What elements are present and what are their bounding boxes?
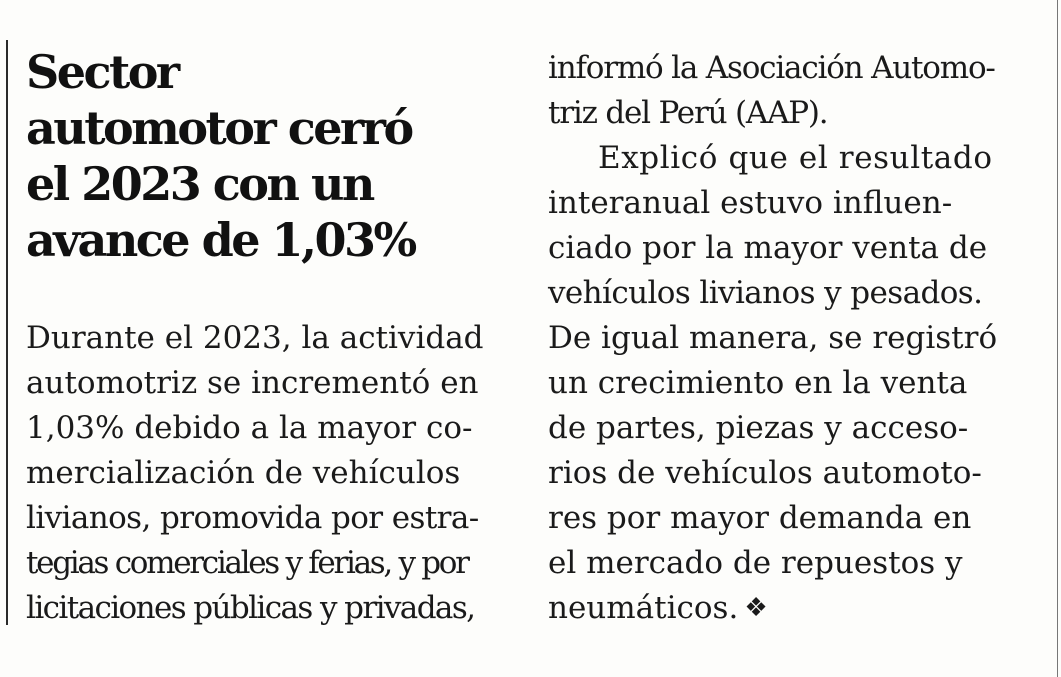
body-line: res por mayor demanda en	[548, 500, 972, 536]
headline-line: automotor cerró	[26, 101, 414, 155]
body-line: Durante el 2023, la actividad	[26, 320, 484, 356]
end-mark-icon: ❖	[744, 593, 768, 623]
column-rule	[6, 40, 8, 625]
headline-line: avance de 1,03%	[26, 213, 417, 267]
article-headline: Sector automotor cerró el 2023 con un av…	[26, 44, 516, 268]
body-line: interanual estuvo influen-	[548, 185, 953, 221]
paragraph-first-line: Explicó que el resultado	[598, 140, 993, 176]
body-line: de partes, piezas y acceso-	[548, 410, 969, 446]
body-line: licitaciones públicas y privadas,	[26, 590, 476, 626]
body-line: livianos, promovida por estra-	[26, 500, 479, 536]
body-line: rios de vehículos automoto-	[548, 455, 982, 491]
body-line: informó la Asociación Automo-	[548, 50, 996, 86]
body-line: automotriz se incrementó en	[26, 365, 479, 401]
body-line-text: neumáticos.	[548, 590, 739, 626]
body-line: mercialización de vehículos	[26, 455, 461, 491]
headline-line: el 2023 con un	[26, 157, 375, 211]
body-line: tegias comerciales y ferias, y por	[26, 545, 470, 581]
body-line: De igual manera, se registró	[548, 320, 998, 356]
body-line: vehículos livianos y pesados.	[548, 275, 983, 311]
body-column-right-continuation: informó la Asociación Automo- triz del P…	[548, 46, 1048, 136]
body-line: un crecimiento en la venta	[548, 365, 968, 401]
body-line: el mercado de repuestos y	[548, 545, 963, 581]
headline-line: Sector	[26, 45, 180, 99]
body-line: 1,03% debido a la mayor co-	[26, 410, 473, 446]
body-line: ciado por la mayor venta de	[548, 230, 988, 266]
body-line-last: neumáticos. ❖	[548, 586, 1048, 631]
body-column-left: Durante el 2023, la actividad automotriz…	[26, 316, 526, 631]
page-edge-rule	[1057, 0, 1058, 677]
body-column-right: Explicó que el resultado interanual estu…	[548, 136, 1048, 631]
body-line: triz del Perú (AAP).	[548, 95, 829, 131]
